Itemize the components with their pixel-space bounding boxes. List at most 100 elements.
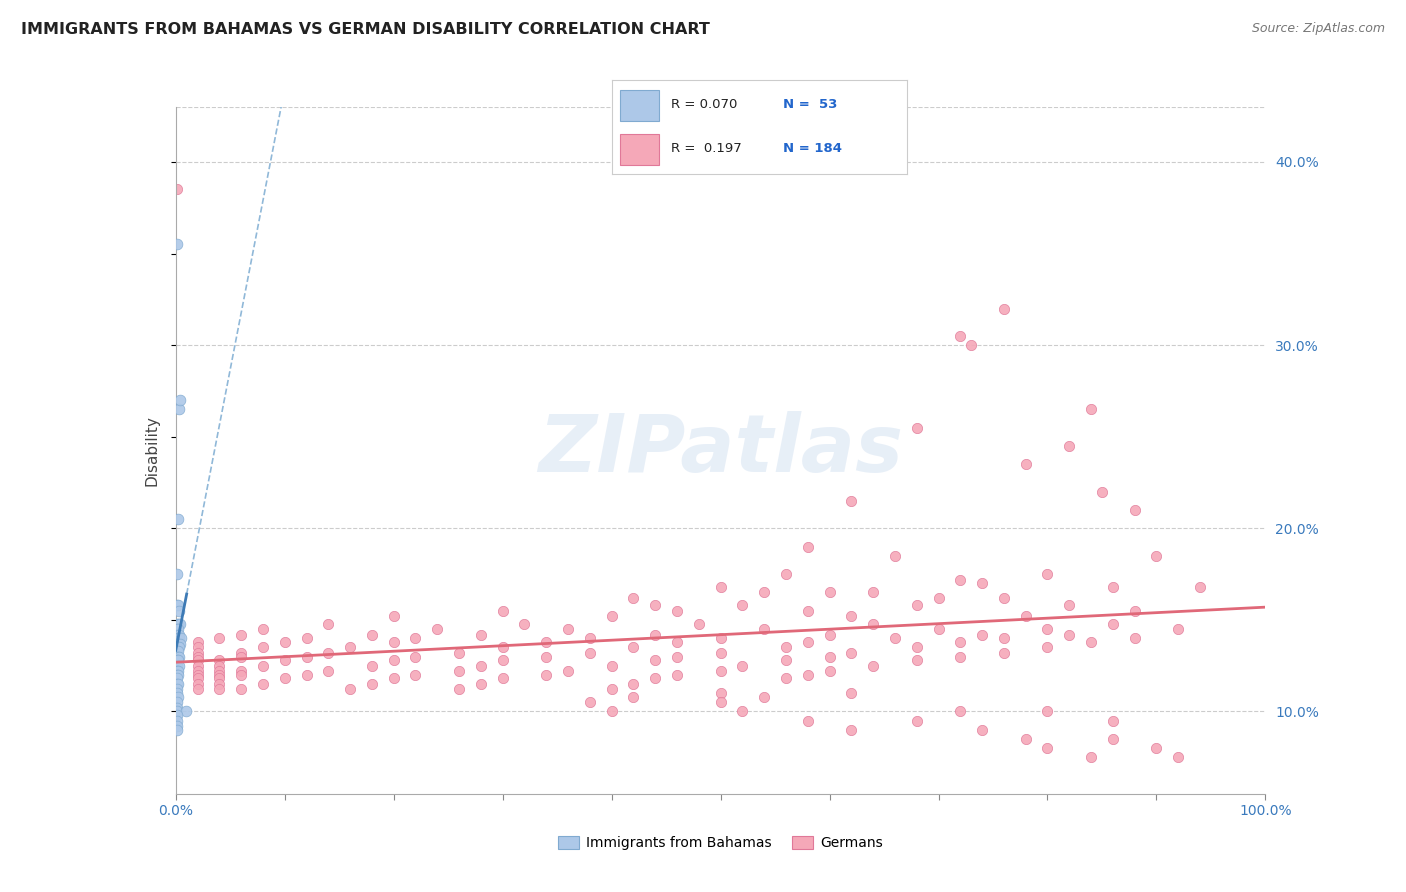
Point [818, 627, 841, 641]
Point [186, 668, 209, 682]
Point [710, 695, 733, 709]
Point [579, 631, 602, 645]
Point [231, 646, 253, 660]
Point [1102, 731, 1125, 746]
Point [775, 567, 797, 582]
Point [208, 631, 231, 645]
Point [167, 653, 190, 667]
Point [382, 672, 405, 686]
Point [166, 664, 188, 678]
Point [1144, 741, 1167, 756]
Point [167, 627, 190, 641]
Point [166, 622, 188, 636]
Point [167, 622, 190, 636]
Text: N =  53: N = 53 [783, 98, 837, 112]
Point [231, 627, 253, 641]
Point [318, 646, 340, 660]
Point [360, 677, 382, 691]
Point [621, 690, 644, 704]
Point [1080, 635, 1102, 649]
Point [492, 640, 515, 655]
Point [274, 635, 297, 649]
Text: IMMIGRANTS FROM BAHAMAS VS GERMAN DISABILITY CORRELATION CHART: IMMIGRANTS FROM BAHAMAS VS GERMAN DISABI… [21, 22, 710, 37]
Point [166, 668, 188, 682]
Point [231, 649, 253, 664]
Point [169, 393, 191, 408]
Point [166, 616, 188, 631]
Point [186, 640, 209, 655]
Point [1102, 616, 1125, 631]
Point [166, 719, 188, 733]
Point [231, 668, 253, 682]
Point [513, 616, 536, 631]
Point [1080, 402, 1102, 417]
Point [1036, 622, 1059, 636]
Point [621, 677, 644, 691]
Point [993, 646, 1015, 660]
Point [405, 668, 427, 682]
Point [208, 653, 231, 667]
Point [339, 682, 361, 697]
FancyBboxPatch shape [620, 134, 659, 164]
Point [949, 329, 972, 343]
Point [382, 635, 405, 649]
Point [666, 649, 689, 664]
Point [1057, 599, 1080, 613]
Point [1015, 731, 1038, 746]
Point [186, 677, 209, 691]
Point [1036, 705, 1059, 719]
Point [775, 672, 797, 686]
Point [666, 604, 689, 618]
Point [167, 631, 190, 645]
Point [818, 664, 841, 678]
Point [600, 682, 623, 697]
Point [295, 649, 318, 664]
Point [884, 549, 907, 563]
Point [166, 682, 188, 697]
Point [231, 664, 253, 678]
Point [166, 714, 188, 728]
Point [186, 649, 209, 664]
Point [796, 604, 818, 618]
Point [796, 540, 818, 554]
Point [754, 690, 776, 704]
Point [1015, 609, 1038, 624]
Point [600, 705, 623, 719]
Point [186, 682, 209, 697]
Point [360, 658, 382, 673]
Point [208, 677, 231, 691]
Point [970, 723, 993, 737]
Point [949, 635, 972, 649]
Legend: Immigrants from Bahamas, Germans: Immigrants from Bahamas, Germans [553, 830, 889, 855]
Point [186, 672, 209, 686]
Point [166, 705, 188, 719]
Point [775, 653, 797, 667]
Text: ZIPatlas: ZIPatlas [538, 411, 903, 490]
Point [1123, 631, 1146, 645]
Point [167, 640, 190, 655]
Point [166, 686, 188, 700]
Point [470, 627, 492, 641]
Point [169, 637, 191, 651]
Point [688, 616, 710, 631]
Point [166, 640, 188, 655]
Point [166, 672, 188, 686]
Point [841, 646, 863, 660]
Point [167, 664, 190, 678]
Point [252, 677, 274, 691]
Point [993, 301, 1015, 316]
Point [208, 668, 231, 682]
Point [166, 627, 188, 641]
Point [754, 622, 776, 636]
Point [470, 677, 492, 691]
Point [600, 658, 623, 673]
Point [405, 631, 427, 645]
Point [960, 338, 983, 352]
Point [949, 649, 972, 664]
Point [905, 640, 928, 655]
Point [186, 635, 209, 649]
Point [666, 668, 689, 682]
Point [905, 599, 928, 613]
Point [318, 616, 340, 631]
Point [534, 635, 557, 649]
